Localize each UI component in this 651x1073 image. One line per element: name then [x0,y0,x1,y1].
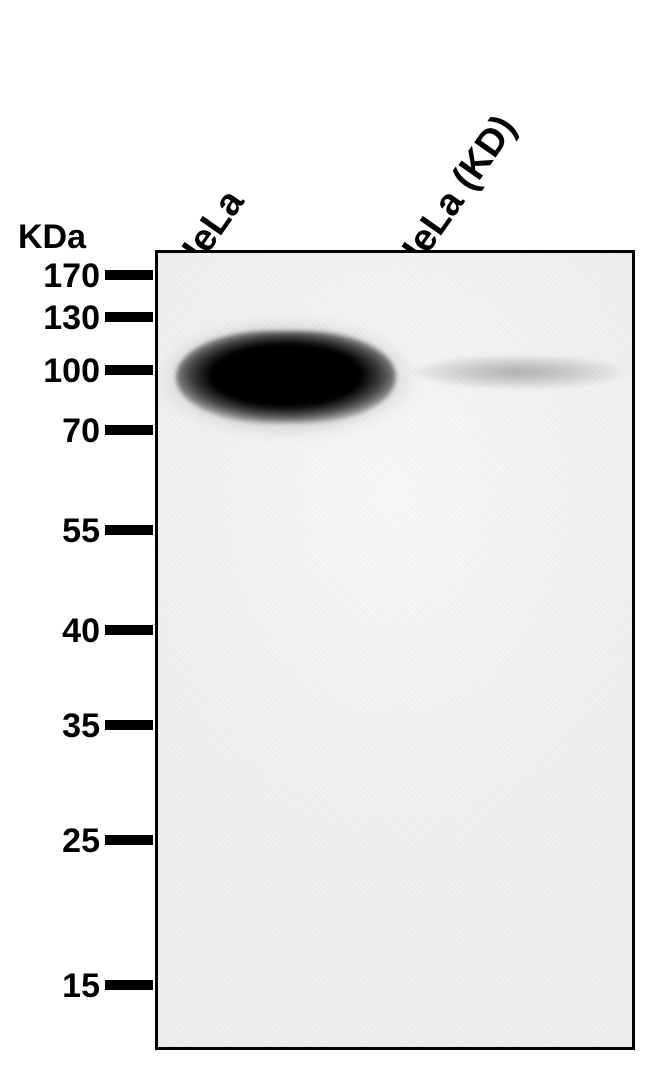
marker-tick-130 [105,312,153,322]
marker-tick-70 [105,425,153,435]
marker-tick-170 [105,270,153,280]
figure-canvas: KDa HeLa HeLa (KD) 170 130 100 70 55 40 … [0,0,651,1073]
marker-tick-55 [105,525,153,535]
marker-tick-35 [105,720,153,730]
marker-label-130: 130 [36,299,100,338]
marker-tick-15 [105,980,153,990]
marker-tick-25 [105,835,153,845]
marker-tick-40 [105,625,153,635]
marker-label-170: 170 [36,257,100,296]
blot-membrane [155,250,635,1050]
marker-label-25: 25 [56,822,100,861]
marker-tick-100 [105,365,153,375]
marker-label-40: 40 [56,612,100,651]
band-hela-kd-100kda [413,357,623,387]
marker-label-35: 35 [56,707,100,746]
band-hela-100kda [176,331,396,423]
marker-label-15: 15 [56,967,100,1006]
marker-label-100: 100 [36,352,100,391]
kda-axis-label: KDa [18,218,86,257]
marker-label-55: 55 [56,512,100,551]
marker-label-70: 70 [56,412,100,451]
